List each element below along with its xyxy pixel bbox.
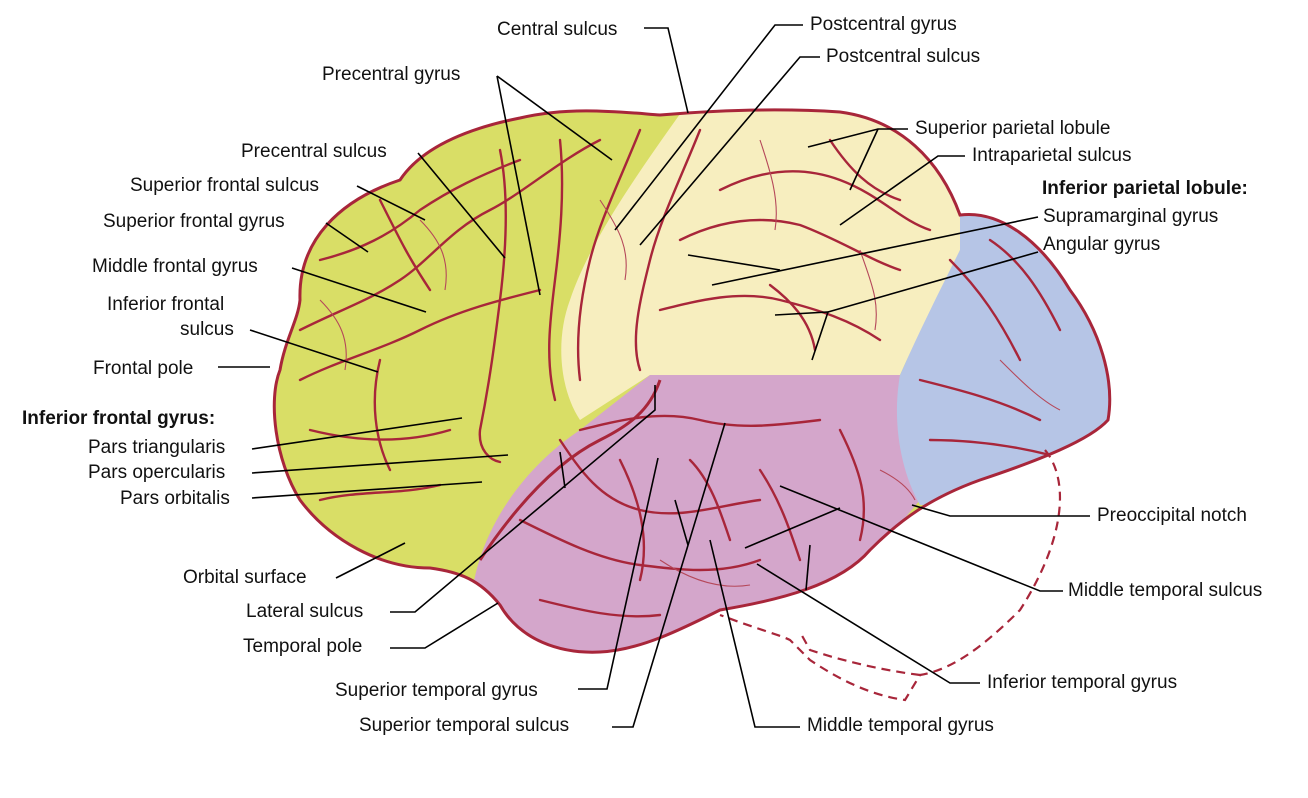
cerebellum-dashed-inner bbox=[799, 631, 921, 677]
brain-outline bbox=[272, 108, 1112, 654]
label-middle-temporal-gyrus: Middle temporal gyrus bbox=[807, 715, 994, 736]
label-inferior-temporal-gyrus: Inferior temporal gyrus bbox=[987, 672, 1178, 693]
label-superior-temporal-gyrus: Superior temporal gyrus bbox=[335, 680, 538, 701]
label-temporal-pole: Temporal pole bbox=[243, 636, 363, 657]
label-middle-temporal-sulcus: Middle temporal sulcus bbox=[1068, 580, 1263, 601]
label-orbital-surface: Orbital surface bbox=[183, 567, 307, 588]
label-pars-triangularis: Pars triangularis bbox=[88, 437, 226, 458]
label-superior-frontal-sulcus: Superior frontal sulcus bbox=[130, 175, 320, 196]
label-superior-frontal-gyrus: Superior frontal gyrus bbox=[103, 211, 285, 232]
cerebellum-dashed-outline bbox=[719, 449, 1061, 702]
lateral-sulcus-line bbox=[478, 379, 662, 561]
label-precentral-sulcus: Precentral sulcus bbox=[241, 141, 387, 162]
leader-lines bbox=[218, 24, 1090, 728]
label-angular-gyrus: Angular gyrus bbox=[1043, 234, 1161, 255]
label-postcentral-gyrus: Postcentral gyrus bbox=[810, 14, 957, 35]
label-preoccipital-notch: Preoccipital notch bbox=[1097, 505, 1247, 526]
label-inferior-frontal-sulcus-2: sulcus bbox=[180, 319, 234, 340]
label-intraparietal-sulcus: Intraparietal sulcus bbox=[972, 145, 1132, 166]
label-pars-orbitalis: Pars orbitalis bbox=[120, 488, 230, 509]
label-superior-temporal-sulcus: Superior temporal sulcus bbox=[359, 715, 570, 736]
label-postcentral-sulcus: Postcentral sulcus bbox=[826, 46, 981, 67]
label-inferior-parietal-lobule-heading: Inferior parietal lobule: bbox=[1042, 178, 1248, 199]
label-supramarginal-gyrus: Supramarginal gyrus bbox=[1043, 206, 1219, 227]
label-inferior-frontal-sulcus-1: Inferior frontal bbox=[107, 294, 225, 315]
label-central-sulcus: Central sulcus bbox=[497, 19, 618, 40]
label-lateral-sulcus: Lateral sulcus bbox=[246, 601, 364, 622]
label-middle-frontal-gyrus: Middle frontal gyrus bbox=[92, 256, 258, 277]
label-precentral-gyrus: Precentral gyrus bbox=[322, 64, 461, 85]
label-inferior-frontal-gyrus-heading: Inferior frontal gyrus: bbox=[22, 408, 216, 429]
label-superior-parietal-lobule: Superior parietal lobule bbox=[915, 118, 1111, 139]
label-pars-opercularis: Pars opercularis bbox=[88, 462, 226, 483]
label-frontal-pole: Frontal pole bbox=[93, 358, 194, 379]
gyri-pattern bbox=[298, 128, 1062, 618]
